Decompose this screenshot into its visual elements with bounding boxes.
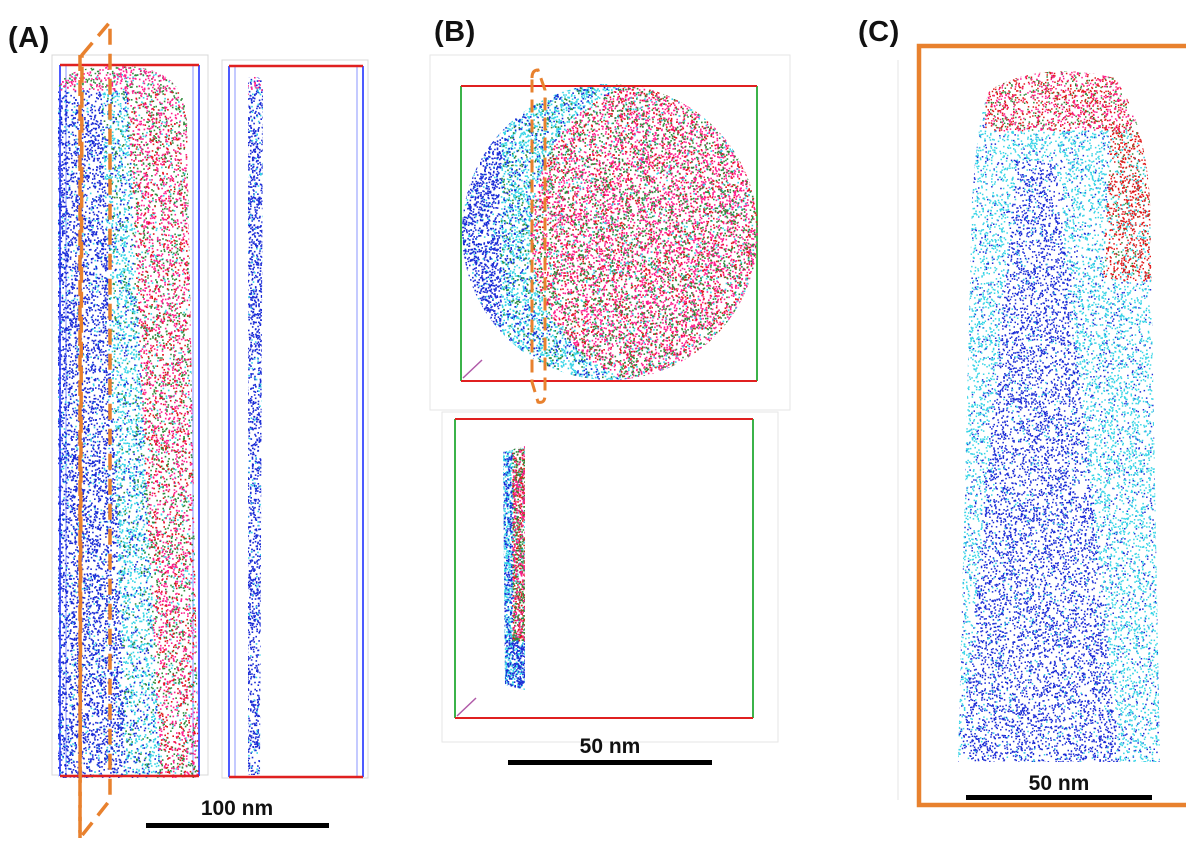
panel-b-side-view (503, 446, 525, 690)
panel-a-slice-plane (78, 17, 112, 841)
panel-a-full-reconstruction (58, 66, 199, 778)
panel-c-scale-label: 50 nm (1028, 772, 1090, 795)
panel-b-side-frame (441, 411, 779, 743)
panel-c-magnified-slice (958, 71, 1160, 762)
panel-b-side-box (454, 419, 754, 718)
panel-b-top-frame (429, 54, 791, 411)
panel-b-scale-label: 50 nm (579, 735, 641, 758)
panel-a-scale-label: 100 nm (200, 797, 274, 820)
panel-b-slice-plane (530, 68, 547, 404)
panel-c-orange-frame (916, 43, 1186, 808)
panel-a-label: (A) (8, 22, 50, 54)
panel-b-top-view (462, 84, 758, 380)
panel-b-label: (B) (434, 16, 476, 48)
panel-c-label: (C) (858, 16, 900, 48)
panel-c-scale-bar (966, 795, 1152, 800)
panel-b-scale-bar (508, 760, 712, 765)
panel-a-scale-bar (146, 823, 329, 828)
panel-a-right-frame (221, 59, 369, 779)
panel-a-slice (248, 76, 263, 775)
